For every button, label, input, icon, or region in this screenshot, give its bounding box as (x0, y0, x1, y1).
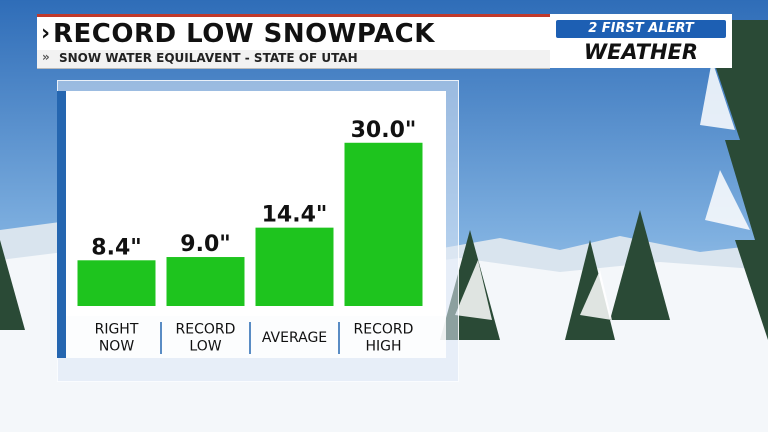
value-label-3: 30.0" (351, 118, 417, 143)
category-label-0-0: RIGHT (95, 322, 139, 338)
bar-2 (255, 227, 334, 306)
category-label-1-1: LOW (189, 339, 221, 355)
value-label-1: 9.0" (180, 232, 230, 257)
chevron-right-icon: › (41, 21, 51, 46)
bar-0 (77, 260, 156, 306)
title-bar: › RECORD LOW SNOWPACK (37, 14, 550, 53)
value-label-0: 8.4" (91, 235, 141, 260)
category-label-2-0: AVERAGE (262, 330, 327, 346)
category-label-strip (66, 316, 446, 358)
subtitle-bar: » SNOW WATER EQUILAVENT - STATE OF UTAH (37, 50, 550, 69)
subtitle: SNOW WATER EQUILAVENT - STATE OF UTAH (59, 51, 358, 65)
bar-chart: 8.4"RIGHTNOW9.0"RECORDLOW14.4"AVERAGE30.… (77, 118, 423, 355)
logo-line-1: 2 FIRST ALERT (588, 21, 694, 36)
category-label-1-0: RECORD (176, 322, 236, 338)
logo-line-2: WEATHER (583, 40, 699, 64)
bar-1 (166, 257, 245, 306)
double-chevron-icon: » (42, 50, 50, 64)
page-title: RECORD LOW SNOWPACK (53, 19, 435, 49)
category-label-3-0: RECORD (354, 322, 414, 338)
bar-3 (344, 142, 423, 306)
category-label-0-1: NOW (99, 339, 134, 355)
accent-strip (57, 91, 66, 358)
station-logo: 2 FIRST ALERT WEATHER (550, 14, 732, 68)
category-label-3-1: HIGH (365, 339, 401, 355)
logo-banner: 2 FIRST ALERT (556, 20, 726, 38)
value-label-2: 14.4" (262, 203, 328, 228)
